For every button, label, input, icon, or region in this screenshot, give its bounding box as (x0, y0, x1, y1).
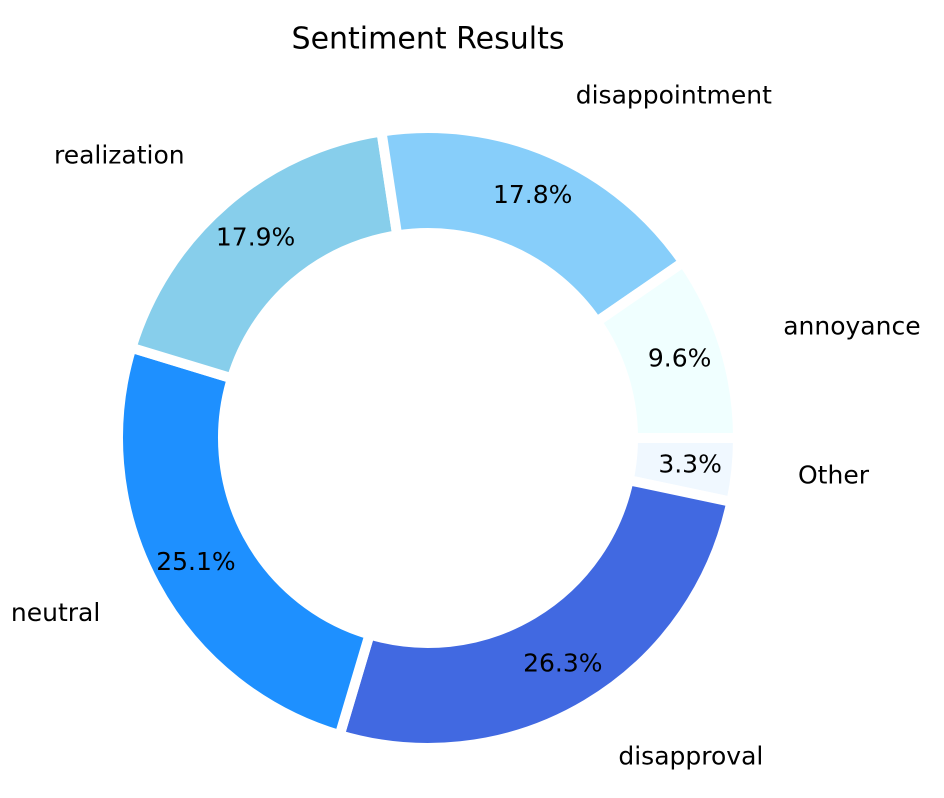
value-label: 26.3% (523, 648, 602, 677)
slice-label: disapproval (618, 742, 763, 771)
slice-label: annoyance (783, 312, 920, 341)
slice-label: neutral (11, 598, 100, 627)
chart-title: Sentiment Results (292, 22, 565, 57)
slice-label: Other (798, 460, 870, 489)
value-label: 3.3% (658, 449, 722, 478)
donut-slice (113, 341, 376, 742)
value-label: 17.8% (493, 180, 572, 209)
value-label: 9.6% (648, 344, 712, 373)
slice-label: disappointment (576, 81, 772, 110)
slice-label: realization (54, 141, 185, 170)
donut-slice (589, 255, 744, 443)
donut-slice (333, 474, 738, 753)
value-label: 17.9% (216, 223, 295, 252)
value-label: 25.1% (156, 547, 235, 576)
